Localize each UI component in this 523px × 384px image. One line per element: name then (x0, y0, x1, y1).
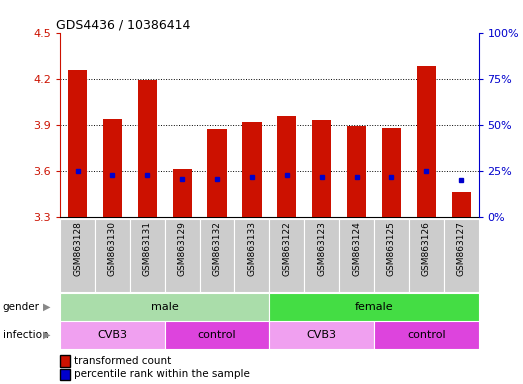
Bar (208, 129, 226, 217)
Text: ▶: ▶ (43, 330, 50, 340)
Bar (417, 66, 436, 217)
Text: GSM863130: GSM863130 (108, 221, 117, 276)
Bar (451, 192, 471, 217)
FancyBboxPatch shape (444, 219, 479, 292)
Text: gender: gender (3, 302, 40, 312)
Text: CVB3: CVB3 (97, 330, 128, 340)
Bar (242, 122, 262, 217)
Text: GSM863126: GSM863126 (422, 221, 431, 276)
FancyBboxPatch shape (234, 219, 269, 292)
Text: GSM863129: GSM863129 (178, 221, 187, 276)
FancyBboxPatch shape (269, 219, 304, 292)
Text: GDS4436 / 10386414: GDS4436 / 10386414 (56, 18, 190, 31)
Bar (103, 119, 122, 217)
FancyBboxPatch shape (165, 219, 200, 292)
FancyBboxPatch shape (165, 321, 269, 349)
Text: control: control (198, 330, 236, 340)
Text: GSM863128: GSM863128 (73, 221, 82, 276)
Bar (68, 70, 87, 217)
FancyBboxPatch shape (339, 219, 374, 292)
FancyBboxPatch shape (200, 219, 234, 292)
FancyBboxPatch shape (60, 219, 95, 292)
FancyBboxPatch shape (409, 219, 444, 292)
FancyBboxPatch shape (130, 219, 165, 292)
Text: GSM863133: GSM863133 (247, 221, 256, 276)
Bar (347, 126, 366, 217)
Bar (312, 120, 331, 217)
Text: percentile rank within the sample: percentile rank within the sample (74, 369, 249, 379)
Text: control: control (407, 330, 446, 340)
Text: CVB3: CVB3 (306, 330, 337, 340)
Text: GSM863125: GSM863125 (387, 221, 396, 276)
Bar (138, 80, 157, 217)
Bar (277, 116, 297, 217)
Text: GSM863127: GSM863127 (457, 221, 465, 276)
FancyBboxPatch shape (269, 293, 479, 321)
Bar (173, 169, 192, 217)
Text: GSM863132: GSM863132 (212, 221, 222, 276)
Text: male: male (151, 302, 179, 312)
FancyBboxPatch shape (60, 293, 269, 321)
Text: GSM863131: GSM863131 (143, 221, 152, 276)
Text: female: female (355, 302, 393, 312)
Text: transformed count: transformed count (74, 356, 171, 366)
Text: GSM863123: GSM863123 (317, 221, 326, 276)
FancyBboxPatch shape (95, 219, 130, 292)
Bar (382, 128, 401, 217)
FancyBboxPatch shape (269, 321, 374, 349)
FancyBboxPatch shape (374, 321, 479, 349)
Text: GSM863124: GSM863124 (352, 221, 361, 276)
Text: ▶: ▶ (43, 302, 50, 312)
Text: infection: infection (3, 330, 48, 340)
FancyBboxPatch shape (60, 321, 165, 349)
FancyBboxPatch shape (304, 219, 339, 292)
FancyBboxPatch shape (374, 219, 409, 292)
Text: GSM863122: GSM863122 (282, 221, 291, 276)
